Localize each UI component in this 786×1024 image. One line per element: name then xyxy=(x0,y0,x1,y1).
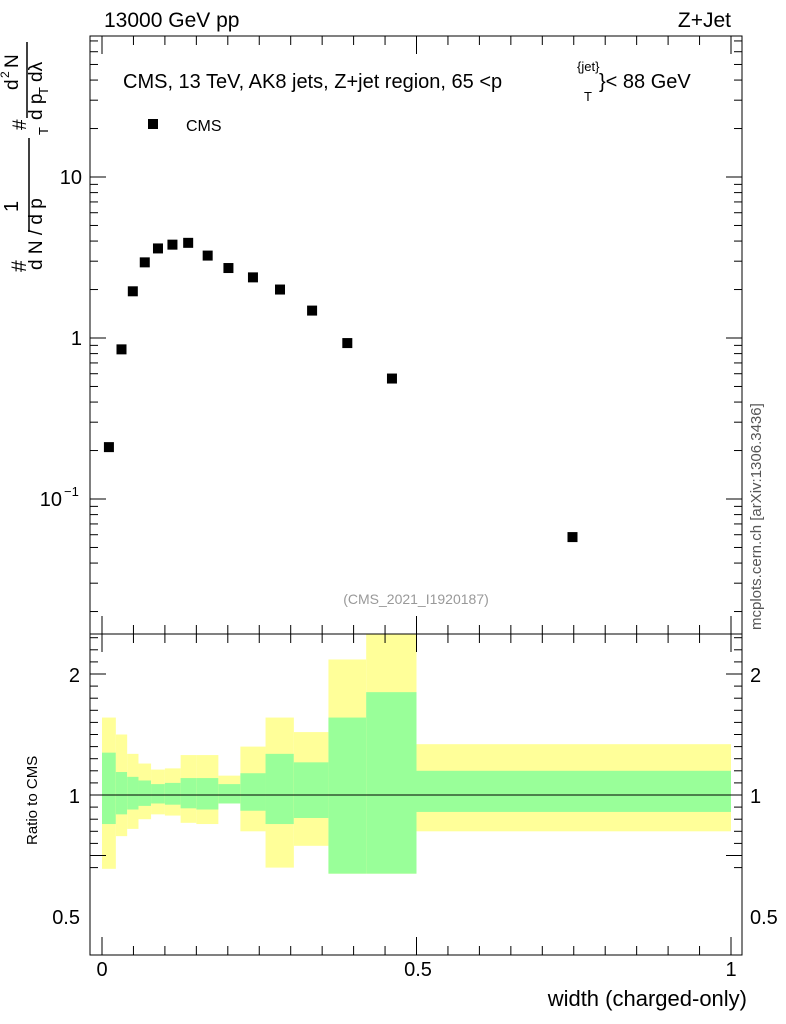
ratio-y-tick-label-0.5-left: 0.5 xyxy=(52,907,80,929)
svg-text:10: 10 xyxy=(40,489,62,511)
ratio-band-inner xyxy=(196,778,219,810)
ratio-y-tick-label-1-left: 1 xyxy=(69,786,80,808)
data-point xyxy=(223,263,234,274)
data-point xyxy=(202,250,213,261)
ratio-band-inner xyxy=(115,772,128,815)
legend-marker xyxy=(148,119,158,129)
ratio-bands xyxy=(102,634,731,874)
ratio-axis-ticks xyxy=(90,634,742,955)
header-left: 13000 GeV pp xyxy=(104,9,239,32)
ratio-band-inner xyxy=(180,778,197,809)
ratio-band-inner xyxy=(127,776,139,810)
svg-text:#: # xyxy=(10,119,31,130)
svg-text:#: # xyxy=(8,260,31,272)
data-point xyxy=(183,237,194,248)
ratio-band-inner xyxy=(366,692,417,874)
main-title: CMS, 13 TeV, AK8 jets, Z+jet region, 65 … xyxy=(123,71,502,93)
y-tick-label-1: 1 xyxy=(71,328,82,350)
svg-text:1: 1 xyxy=(71,328,82,350)
main-title-tail: }< 88 GeV xyxy=(599,71,691,93)
ratio-y-tick-label-2-right: 2 xyxy=(750,665,761,687)
ratio-y-tick-label-2-left: 2 xyxy=(69,665,80,687)
ratio-band-inner xyxy=(265,753,294,825)
svg-text:T: T xyxy=(36,87,51,95)
ratio-band-inner xyxy=(328,717,367,874)
svg-text:d: d xyxy=(2,79,23,90)
data-point xyxy=(307,305,318,316)
main-plot: CMS, 13 TeV, AK8 jets, Z+jet region, 65 … xyxy=(0,35,743,635)
ratio-band-inner xyxy=(164,782,181,805)
ratio-band-inner xyxy=(218,784,241,804)
data-point xyxy=(342,338,353,349)
svg-text:−1: −1 xyxy=(64,484,79,499)
ratio-y-tick-label-0.5-right: 0.5 xyxy=(750,907,778,929)
data-point xyxy=(152,243,163,254)
svg-text:N: N xyxy=(2,54,23,68)
ratio-band-inner xyxy=(138,780,152,806)
ratio-y-tick-label-1-right: 1 xyxy=(750,786,761,808)
ratio-plot: 2 1 0.5 2 1 0.5 0 0.5 1 width (charged-o… xyxy=(24,633,778,1011)
ratio-band-inner xyxy=(151,784,165,804)
ratio-y-axis-label: Ratio to CMS xyxy=(24,756,41,845)
x-tick-label-1: 1 xyxy=(725,959,736,981)
y-tick-label-0.1: 10 −1 xyxy=(40,484,79,511)
data-point xyxy=(103,442,114,453)
legend-label: CMS xyxy=(186,118,222,135)
main-title-sub: T xyxy=(584,89,592,104)
x-axis-label: width (charged-only) xyxy=(547,986,747,1011)
ratio-band-inner xyxy=(102,752,116,825)
data-point xyxy=(139,257,150,268)
data-points xyxy=(103,237,578,543)
ratio-band-inner xyxy=(416,770,731,812)
data-point xyxy=(567,532,578,543)
y-axis-label: # 1 d N / d p T # d 2 N d p T dλ xyxy=(0,42,51,272)
main-title-sup: {jet} xyxy=(577,59,600,74)
data-point xyxy=(167,239,178,250)
ratio-band-inner xyxy=(240,773,266,811)
data-point xyxy=(127,286,138,297)
x-tick-label-0.5: 0.5 xyxy=(404,959,432,981)
svg-text:2: 2 xyxy=(0,71,12,78)
data-point xyxy=(116,344,127,355)
header-right: Z+Jet xyxy=(678,9,731,32)
x-tick-label-0: 0 xyxy=(96,959,107,981)
svg-text:d p: d p xyxy=(26,94,47,120)
data-point xyxy=(247,272,258,283)
data-point xyxy=(386,373,397,384)
svg-text:1: 1 xyxy=(1,201,23,212)
svg-text:10: 10 xyxy=(60,167,82,189)
main-axis-ticks xyxy=(90,36,742,634)
analysis-label: (CMS_2021_I1920187) xyxy=(343,591,489,607)
svg-text:T: T xyxy=(36,127,51,135)
svg-text:dλ: dλ xyxy=(26,61,47,82)
data-point xyxy=(275,284,286,295)
svg-text:d N / d p: d N / d p xyxy=(26,198,47,270)
y-tick-label-10: 10 xyxy=(60,167,82,189)
ratio-band-inner xyxy=(293,762,329,818)
